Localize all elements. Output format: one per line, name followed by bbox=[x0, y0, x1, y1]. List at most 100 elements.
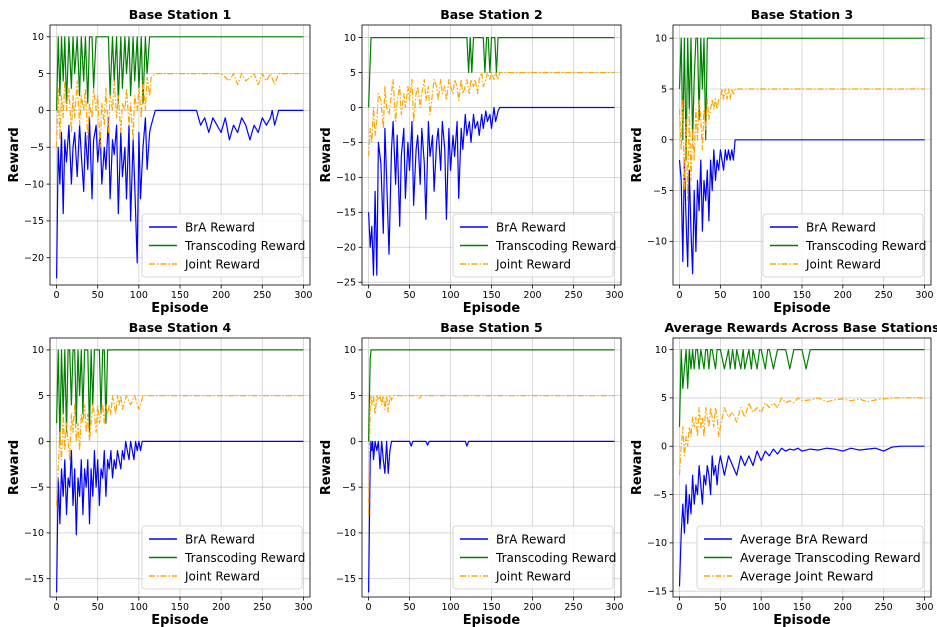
y-tick-label: −15 bbox=[24, 574, 44, 585]
series-line-1 bbox=[368, 440, 615, 593]
x-tick-label: 250 bbox=[564, 290, 582, 301]
y-axis-label: Reward bbox=[7, 127, 22, 182]
x-tick-label: 200 bbox=[212, 602, 230, 613]
y-tick-label: 10 bbox=[655, 34, 667, 45]
x-tick-label: 150 bbox=[482, 602, 500, 613]
x-tick-label: 150 bbox=[793, 602, 811, 613]
subplot-5: 0 50 100 150 200 250 300 −15 −10 −5 0 5 10 Base Stati… bbox=[319, 320, 624, 627]
y-axis-label: Reward bbox=[319, 440, 334, 495]
series-line-3 bbox=[368, 71, 615, 157]
y-tick-label: 10 bbox=[32, 345, 44, 356]
y-tick-label: 5 bbox=[350, 68, 356, 79]
x-axis-label: Episode bbox=[151, 301, 209, 316]
y-tick-label: 0 bbox=[38, 106, 44, 117]
x-tick-label: 100 bbox=[130, 290, 148, 301]
x-tick-label: 250 bbox=[875, 602, 893, 613]
y-tick-label: 0 bbox=[661, 442, 667, 453]
legend-label: Joint Reward bbox=[495, 569, 571, 583]
x-tick-label: 250 bbox=[253, 602, 271, 613]
legend-label: BrA Reward bbox=[806, 220, 876, 234]
legend-label: Joint Reward bbox=[184, 569, 260, 583]
y-tick-label: 10 bbox=[655, 345, 667, 356]
legend: BrA Reward Transcoding Reward Joint Reward bbox=[141, 525, 305, 590]
y-tick-label: −5 bbox=[653, 490, 667, 501]
legend-box bbox=[696, 525, 924, 590]
x-tick-label: 300 bbox=[294, 290, 312, 301]
y-tick-label: −15 bbox=[647, 587, 667, 598]
x-tick-label: 200 bbox=[212, 290, 230, 301]
x-tick-label: 0 bbox=[366, 602, 372, 613]
y-tick-label: −10 bbox=[336, 173, 356, 184]
series-line-3 bbox=[678, 397, 925, 476]
y-tick-label: −10 bbox=[647, 538, 667, 549]
x-tick-label: 200 bbox=[834, 602, 852, 613]
legend: BrA Reward Transcoding Reward Joint Reward bbox=[452, 213, 616, 278]
chart-title: Base Station 3 bbox=[751, 7, 853, 22]
x-tick-label: 100 bbox=[752, 290, 770, 301]
x-tick-label: 300 bbox=[605, 290, 623, 301]
x-tick-label: 50 bbox=[92, 602, 104, 613]
x-tick-label: 150 bbox=[171, 602, 189, 613]
legend-label: Transcoding Reward bbox=[184, 551, 305, 565]
legend-box bbox=[141, 213, 303, 278]
series-line-2 bbox=[56, 349, 304, 442]
legend-label: Joint Reward bbox=[805, 257, 881, 271]
x-axis-label: Episode bbox=[773, 613, 831, 627]
legend-label: BrA Reward bbox=[185, 532, 255, 546]
legend: BrA Reward Transcoding Reward Joint Reward bbox=[452, 525, 616, 590]
x-tick-label: 50 bbox=[403, 602, 415, 613]
series-line-1 bbox=[678, 445, 925, 587]
legend-label: Transcoding Reward bbox=[495, 239, 616, 253]
y-axis-label: Reward bbox=[630, 440, 645, 495]
y-tick-label: −10 bbox=[647, 237, 667, 248]
legend-label: Average Joint Reward bbox=[740, 568, 873, 583]
chart-title: Base Station 2 bbox=[440, 7, 542, 22]
y-tick-label: −10 bbox=[24, 528, 44, 539]
y-tick-label: 5 bbox=[661, 393, 667, 404]
x-axis-label: Episode bbox=[773, 301, 831, 316]
y-tick-label: 5 bbox=[38, 69, 44, 80]
y-tick-label: −10 bbox=[336, 528, 356, 539]
y-axis-label: Reward bbox=[319, 127, 334, 182]
y-tick-label: 5 bbox=[350, 391, 356, 402]
x-tick-label: 300 bbox=[294, 602, 312, 613]
legend: BrA Reward Transcoding Reward Joint Reward bbox=[141, 213, 305, 278]
y-tick-label: −5 bbox=[30, 143, 44, 154]
series-line-2 bbox=[678, 349, 925, 427]
legend-label: BrA Reward bbox=[496, 220, 566, 234]
legend-box bbox=[452, 525, 614, 590]
y-tick-label: 10 bbox=[32, 32, 44, 43]
y-tick-label: −10 bbox=[24, 179, 44, 190]
subplot-3: 0 50 100 150 200 250 300 −10 −5 0 5 10 Base Station … bbox=[630, 7, 934, 316]
x-tick-label: 100 bbox=[441, 602, 459, 613]
x-axis-label: Episode bbox=[463, 301, 521, 316]
legend-box bbox=[452, 213, 614, 278]
x-tick-label: 300 bbox=[915, 602, 933, 613]
x-tick-label: 200 bbox=[523, 602, 541, 613]
x-axis-label: Episode bbox=[151, 613, 209, 627]
x-tick-label: 150 bbox=[482, 290, 500, 301]
x-tick-label: 0 bbox=[677, 602, 683, 613]
legend: BrA Reward Transcoding Reward Joint Reward bbox=[762, 213, 926, 278]
y-tick-label: 0 bbox=[350, 437, 356, 448]
x-tick-label: 100 bbox=[130, 602, 148, 613]
legend-label: BrA Reward bbox=[185, 220, 255, 234]
y-tick-label: −5 bbox=[653, 186, 667, 197]
x-axis-label: Episode bbox=[463, 613, 521, 627]
y-tick-label: −15 bbox=[336, 574, 356, 585]
x-tick-label: 0 bbox=[677, 290, 683, 301]
subplot-6: 0 50 100 150 200 250 300 −15 −10 −5 0 5 10 Average Re… bbox=[630, 320, 937, 627]
legend-label: Transcoding Reward bbox=[184, 239, 305, 253]
legend-label: BrA Reward bbox=[496, 532, 566, 546]
x-tick-label: 100 bbox=[752, 602, 770, 613]
y-tick-label: 5 bbox=[661, 84, 667, 95]
y-axis-label: Reward bbox=[7, 440, 22, 495]
x-tick-label: 0 bbox=[54, 290, 60, 301]
series-line-1 bbox=[368, 106, 615, 276]
x-tick-label: 200 bbox=[834, 290, 852, 301]
x-tick-label: 200 bbox=[523, 290, 541, 301]
series-line-1 bbox=[56, 109, 304, 279]
series-line-2 bbox=[678, 37, 925, 161]
x-tick-label: 250 bbox=[253, 290, 271, 301]
y-tick-label: 0 bbox=[38, 437, 44, 448]
